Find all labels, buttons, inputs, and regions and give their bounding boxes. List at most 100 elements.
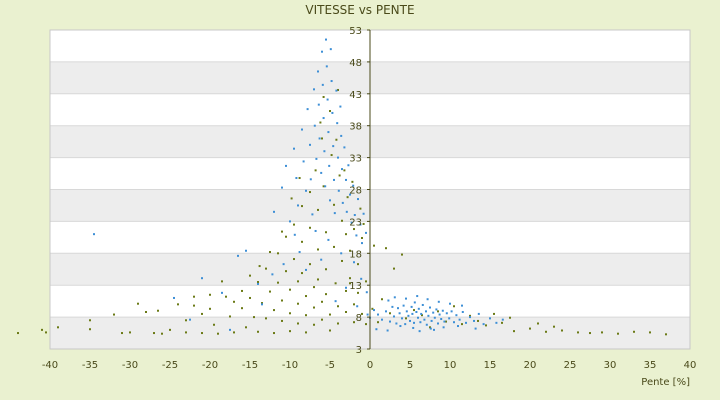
data-point <box>319 121 322 124</box>
data-point <box>561 329 563 332</box>
data-point <box>485 324 487 327</box>
data-point <box>153 332 155 335</box>
data-point <box>261 303 263 306</box>
data-point <box>225 295 227 298</box>
data-point <box>333 245 335 248</box>
data-point <box>443 320 446 323</box>
data-point <box>282 263 285 266</box>
y-tick-label: 43 <box>349 90 362 101</box>
data-point <box>297 204 299 207</box>
data-point <box>337 88 339 91</box>
data-point <box>331 111 334 114</box>
data-point <box>297 302 299 305</box>
data-point <box>333 212 336 215</box>
data-point <box>420 312 423 315</box>
data-point <box>352 184 355 187</box>
data-point <box>381 298 383 301</box>
data-point <box>509 316 511 319</box>
data-point <box>289 288 291 291</box>
y-tick-label: 53 <box>349 26 362 37</box>
data-point <box>245 326 247 329</box>
data-point <box>293 233 296 236</box>
data-point <box>385 247 387 250</box>
data-point <box>329 199 331 202</box>
data-point <box>273 210 275 213</box>
data-point <box>421 303 424 306</box>
data-point <box>417 307 420 310</box>
data-point <box>333 203 335 206</box>
data-point <box>461 304 463 307</box>
data-point <box>437 310 439 313</box>
data-point <box>495 321 498 324</box>
data-point <box>290 197 293 200</box>
data-point <box>302 160 305 163</box>
data-point <box>489 317 491 320</box>
y-tick-label: 18 <box>349 249 362 260</box>
data-point <box>365 291 368 294</box>
data-point <box>330 154 333 157</box>
data-point <box>329 313 331 316</box>
data-point <box>395 322 398 325</box>
data-point <box>440 318 443 321</box>
data-point <box>297 322 299 325</box>
data-point <box>413 321 415 324</box>
data-point <box>425 310 427 313</box>
y-tick-label: 38 <box>349 122 362 133</box>
data-point <box>365 231 367 234</box>
data-point <box>145 310 147 313</box>
y-tick-label: 13 <box>349 281 362 292</box>
data-point <box>477 319 479 322</box>
data-point <box>309 178 312 181</box>
data-point <box>445 312 448 315</box>
data-point <box>325 293 327 296</box>
data-point <box>305 314 307 317</box>
data-point <box>341 168 343 171</box>
data-point <box>366 313 369 316</box>
data-point <box>305 189 307 192</box>
data-point <box>482 323 485 326</box>
data-point <box>320 171 323 174</box>
data-point <box>325 268 327 271</box>
data-point <box>361 242 363 245</box>
data-point <box>321 50 323 53</box>
data-point <box>157 309 159 312</box>
data-point <box>345 233 347 236</box>
data-point <box>289 312 291 315</box>
data-point <box>257 282 259 285</box>
data-point <box>327 238 330 241</box>
data-point <box>362 222 365 225</box>
data-point <box>129 331 131 334</box>
data-point <box>229 315 231 318</box>
data-point <box>501 318 504 321</box>
data-point <box>355 234 358 237</box>
data-point <box>386 329 389 332</box>
data-point <box>341 219 343 222</box>
data-point <box>417 316 419 319</box>
data-point <box>229 328 231 331</box>
x-tick-label: 10 <box>444 360 457 371</box>
data-point <box>17 332 19 335</box>
data-point <box>301 240 303 243</box>
data-point <box>293 223 295 226</box>
data-point <box>318 137 321 140</box>
data-point <box>313 286 315 289</box>
data-point <box>277 252 279 255</box>
data-point <box>93 233 95 236</box>
data-point <box>309 191 311 194</box>
y-tick-label: 23 <box>349 217 362 228</box>
data-point <box>401 317 403 320</box>
x-tick-label: -10 <box>282 360 298 371</box>
data-point <box>289 330 291 333</box>
x-tick-label: -30 <box>122 360 138 371</box>
data-point <box>399 325 402 328</box>
y-tick-label: 48 <box>349 58 362 69</box>
data-point <box>393 296 396 299</box>
data-point <box>313 323 315 326</box>
data-point <box>337 189 340 192</box>
data-point <box>314 229 317 232</box>
data-point <box>391 305 394 308</box>
data-point <box>353 228 355 231</box>
data-point <box>241 289 243 292</box>
data-point <box>418 330 421 333</box>
